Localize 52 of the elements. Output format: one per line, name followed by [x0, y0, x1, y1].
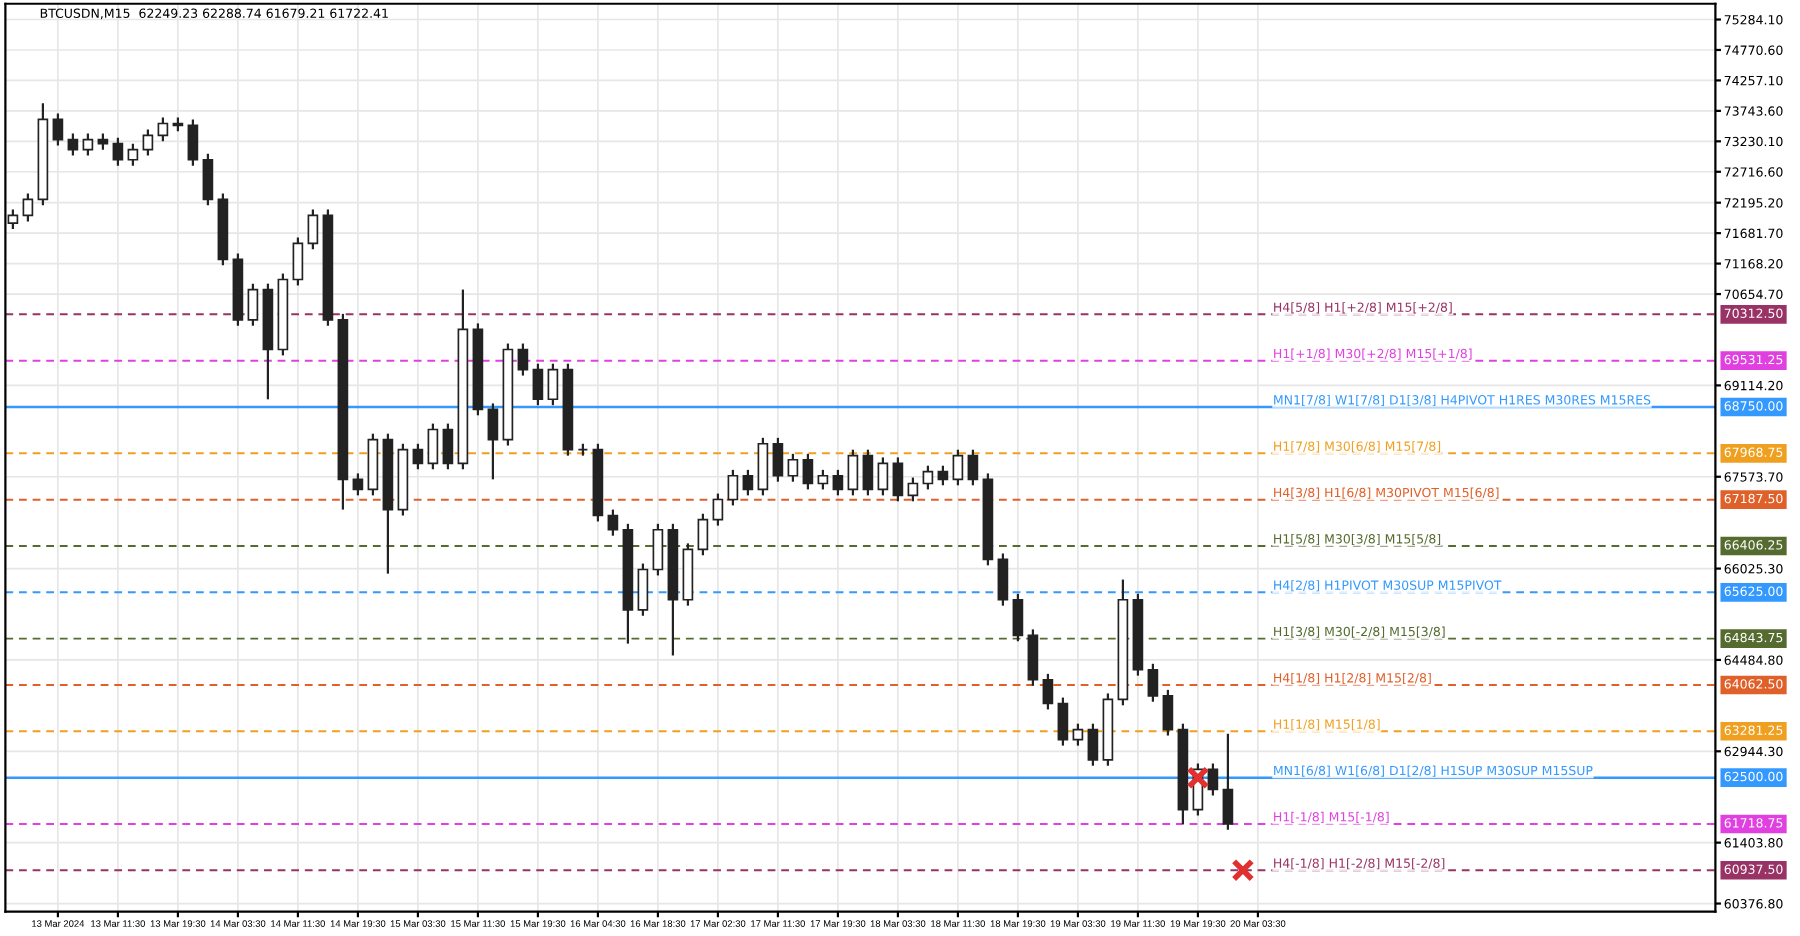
candlestick — [1222, 732, 1234, 831]
candlestick — [847, 448, 859, 497]
candlestick — [697, 512, 709, 557]
candlestick — [202, 152, 214, 207]
candlestick — [307, 208, 319, 251]
candlestick — [22, 192, 34, 223]
candlestick — [127, 142, 139, 167]
candlestick — [52, 112, 64, 147]
candlestick — [712, 492, 724, 527]
candlestick — [1087, 722, 1099, 767]
candlestick — [727, 468, 739, 507]
candlestick — [952, 448, 964, 487]
candlestick — [142, 128, 154, 157]
candlestick — [292, 236, 304, 287]
candlestick — [892, 456, 904, 503]
candlestick — [532, 362, 544, 407]
candlestick — [187, 118, 199, 167]
candlestick — [487, 402, 499, 481]
candlestick — [1162, 688, 1174, 737]
candlestick — [1057, 696, 1069, 747]
candlestick — [157, 116, 169, 143]
candlestick — [772, 436, 784, 483]
candlestick — [907, 476, 919, 503]
candlestick — [787, 452, 799, 483]
candlestick — [1207, 762, 1219, 797]
candlestick — [427, 422, 439, 471]
candlestick — [1027, 628, 1039, 687]
candlestick — [1042, 672, 1054, 711]
candlestick — [1147, 662, 1159, 703]
candlestick — [757, 436, 769, 497]
candlestick — [547, 362, 559, 407]
candlestick — [637, 562, 649, 617]
candlestick — [112, 136, 124, 167]
candlestick — [1012, 592, 1024, 643]
candlestick — [517, 342, 529, 377]
candlestick — [802, 452, 814, 491]
candlestick — [742, 468, 754, 497]
candlestick — [442, 422, 454, 471]
candlestick — [922, 464, 934, 491]
candlestick — [832, 468, 844, 497]
candlestick — [817, 468, 829, 491]
candlestick — [1072, 722, 1084, 747]
candlestick — [862, 448, 874, 497]
candlestick — [967, 448, 979, 487]
candlestick — [7, 208, 19, 231]
candlestick — [607, 508, 619, 537]
candlestick — [877, 456, 889, 497]
candlestick — [247, 282, 259, 327]
candlestick — [412, 442, 424, 471]
candlestick — [997, 552, 1009, 607]
candlestick — [937, 464, 949, 487]
candlestick — [652, 522, 664, 577]
